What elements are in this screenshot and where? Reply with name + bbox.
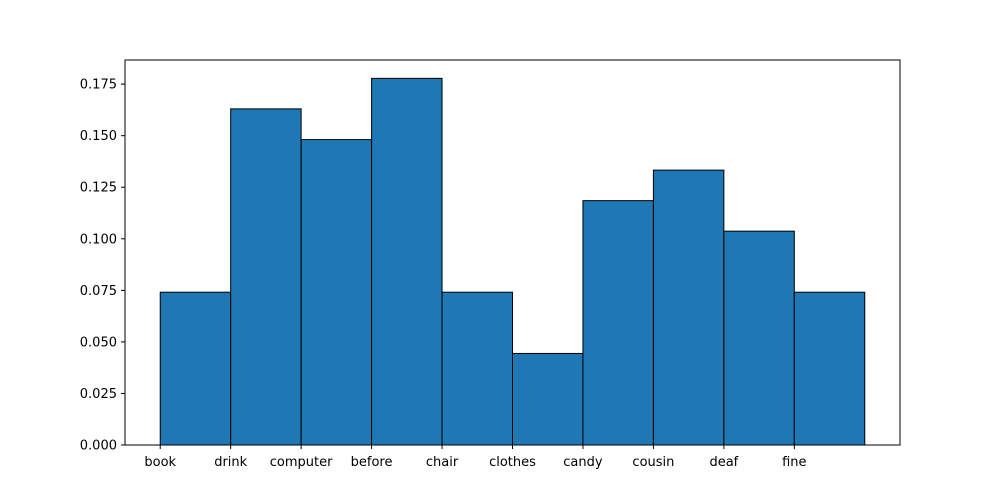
y-tick-label: 0.050 (80, 335, 117, 350)
histogram-bar-7 (582, 200, 654, 446)
histogram-bar-5 (441, 291, 513, 446)
x-tick-label: cousin (632, 455, 674, 470)
histogram-bar-1 (159, 291, 232, 446)
x-tick-label: book (144, 455, 176, 470)
x-tick-label: fine (782, 455, 806, 470)
y-tick-label: 0.100 (80, 232, 117, 247)
x-tick-label: before (351, 455, 393, 470)
plot-frame (124, 59, 901, 446)
bars-layer (159, 77, 866, 446)
y-tick-label: 0.125 (80, 181, 117, 196)
histogram-bar-9 (723, 230, 795, 446)
x-tick-label: clothes (489, 455, 536, 470)
y-tick-label: 0.000 (80, 439, 117, 454)
histogram-bar-6 (512, 352, 584, 446)
y-axis: 0.000 0.025 0.050 0.075 0.100 0.125 0.150 0.175 (80, 78, 125, 454)
x-tick-label: candy (563, 455, 603, 470)
histogram-bar-3 (300, 139, 373, 446)
x-tick-label: drink (214, 455, 247, 470)
histogram-bar-2 (230, 108, 302, 446)
histogram-bar-4 (371, 77, 443, 446)
histogram-bar-8 (652, 169, 725, 446)
x-tick-label: deaf (709, 455, 738, 470)
x-tick-label: chair (426, 455, 459, 470)
x-tick-label: computer (270, 455, 333, 470)
y-tick-label: 0.175 (80, 78, 117, 93)
y-tick-label: 0.025 (80, 387, 117, 402)
y-tick-label: 0.150 (80, 129, 117, 144)
y-tick-label: 0.075 (80, 284, 117, 299)
histogram-bar-10 (793, 291, 866, 446)
x-axis: book drink computer before chair clothes candy… (144, 445, 807, 470)
